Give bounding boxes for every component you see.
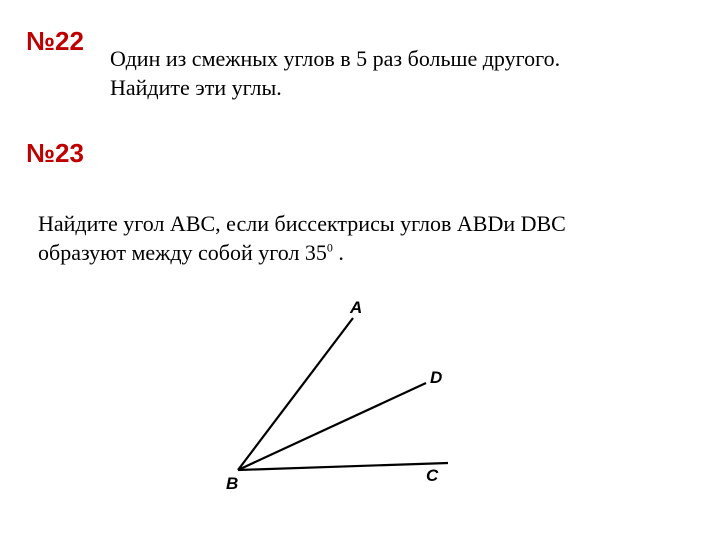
problem-22-number-text: №22	[26, 26, 84, 56]
problem-23-line2: образуют между собой угол 35	[38, 240, 327, 265]
problem-23-number: №23	[26, 140, 80, 166]
line-bd	[238, 383, 426, 470]
label-b: B	[226, 474, 238, 494]
problem-23-line2-wrap: образуют между собой угол 350 .	[38, 239, 566, 268]
label-c: C	[426, 466, 438, 486]
angle-diagram: A B C D	[208, 300, 468, 500]
problem-23-line1: Найдите угол АВС, если биссектрисы углов…	[38, 210, 566, 239]
problem-22-line1: Один из смежных углов в 5 раз больше дру…	[110, 45, 560, 74]
problem-23-number-text: №23	[26, 138, 84, 168]
line-ba	[238, 318, 353, 470]
problem-22-number: №22	[26, 28, 80, 54]
problem-22-text: Один из смежных углов в 5 раз больше дру…	[110, 45, 560, 102]
label-a: A	[350, 298, 362, 318]
problem-23-end: .	[333, 240, 344, 265]
problem-23-text: Найдите угол АВС, если биссектрисы углов…	[38, 210, 566, 267]
problem-22-line2: Найдите эти углы.	[110, 74, 560, 103]
label-d: D	[430, 368, 442, 388]
line-bc	[238, 463, 448, 470]
